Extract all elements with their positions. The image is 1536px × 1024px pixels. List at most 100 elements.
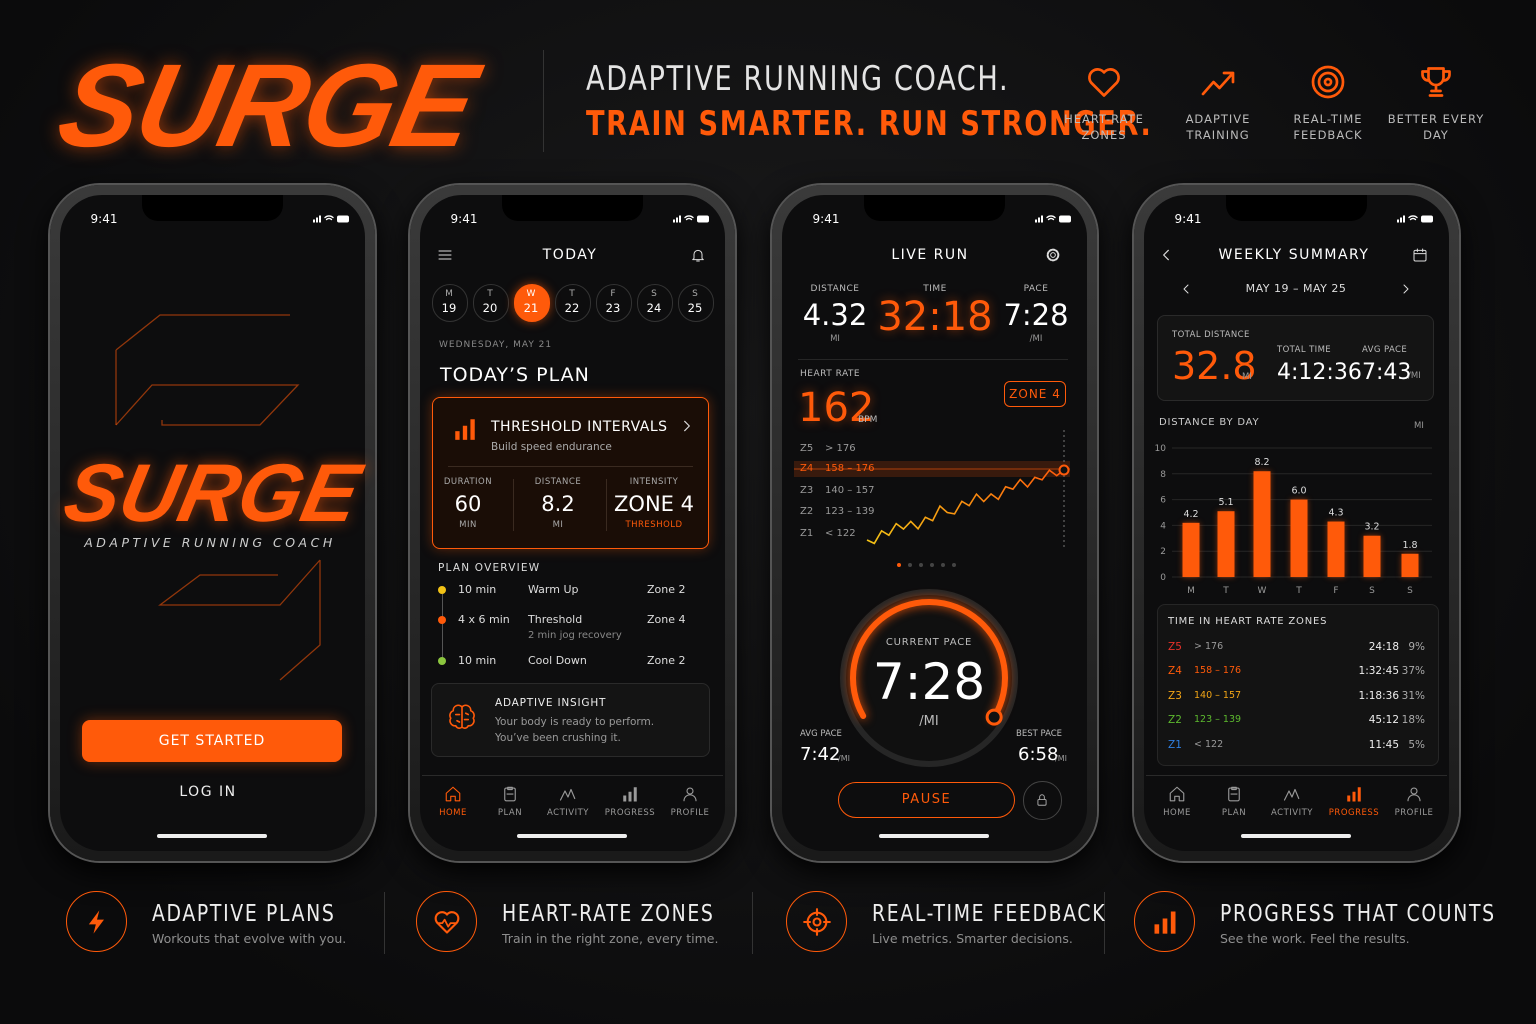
step-duration: 10 min xyxy=(458,654,497,667)
x-tick-label: F xyxy=(1333,586,1338,596)
summary-unit: /MI xyxy=(1408,371,1421,381)
gauge-track xyxy=(840,589,1018,767)
y-tick-label: 10 xyxy=(1155,444,1167,454)
zone-name: Z1 xyxy=(800,528,814,539)
heart-rate-unit: BPM xyxy=(858,415,878,425)
summary-label: TOTAL DISTANCE xyxy=(1172,330,1250,340)
x-tick-label: S xyxy=(1369,586,1375,596)
feature-icon xyxy=(1201,71,1235,96)
stat-value: ZONE 4 xyxy=(614,492,694,516)
step-name: Threshold xyxy=(528,613,583,626)
summary-value: 4:12:36 xyxy=(1277,360,1362,385)
day-weekday: T xyxy=(569,289,575,299)
nav-item[interactable]: PLAN xyxy=(1221,808,1247,818)
nav-item[interactable]: PROGRESS xyxy=(604,808,656,818)
metric-label: PACE xyxy=(1023,284,1049,294)
divider xyxy=(384,892,385,954)
day-date: 21 xyxy=(523,301,539,315)
bar-value-label: 6.0 xyxy=(1291,486,1306,497)
status-icons xyxy=(1397,215,1433,223)
day-chip[interactable] xyxy=(514,284,550,322)
day-chip[interactable] xyxy=(473,284,509,322)
insight-title: ADAPTIVE INSIGHT xyxy=(495,697,607,709)
day-date: 22 xyxy=(564,301,580,315)
summary-label: TOTAL TIME xyxy=(1277,345,1332,355)
day-chip[interactable] xyxy=(678,284,714,322)
workout-card[interactable] xyxy=(432,397,709,549)
pause-button[interactable]: PAUSE xyxy=(838,782,1015,818)
nav-item[interactable]: ACTIVITY xyxy=(1270,808,1313,818)
day-chip[interactable] xyxy=(555,284,591,322)
nav-item[interactable]: HOME xyxy=(439,808,467,818)
nav-divider xyxy=(422,775,723,776)
zone-badge: ZONE 4 xyxy=(1004,381,1066,407)
nav-item[interactable]: PROGRESS xyxy=(1328,808,1380,818)
y-tick-label: 2 xyxy=(1160,547,1166,557)
get-started-button[interactable]: GET STARTED xyxy=(82,720,342,762)
bar xyxy=(1363,535,1381,577)
zone-time: 1:32:45 xyxy=(1358,665,1399,677)
footer-text: See the work. Feel the results. xyxy=(1220,931,1410,946)
best-pace-label: BEST PACE xyxy=(1016,729,1063,739)
settings-icon xyxy=(1046,248,1060,262)
chart-title: DISTANCE BY DAY xyxy=(1159,417,1260,428)
notch xyxy=(502,195,643,221)
step-zone: Zone 2 xyxy=(647,654,686,667)
stat-value: 8.2 xyxy=(541,492,575,516)
nav-item[interactable]: ACTIVITY xyxy=(546,808,589,818)
chevron xyxy=(684,420,690,432)
nav-item[interactable]: PLAN xyxy=(497,808,523,818)
x-tick-label: W xyxy=(1258,586,1267,596)
summary-value: 7:43 xyxy=(1362,360,1412,385)
screen-title: WEEKLY SUMMARY xyxy=(1218,247,1370,263)
lock-button[interactable] xyxy=(1023,781,1062,820)
y-tick-label: 4 xyxy=(1160,521,1166,531)
menu-icon xyxy=(438,250,452,260)
stat-divider xyxy=(513,479,514,531)
stat-unit: THRESHOLD xyxy=(625,520,683,530)
day-weekday: T xyxy=(487,289,493,299)
day-chip[interactable] xyxy=(596,284,632,322)
status-time: 9:41 xyxy=(812,212,840,226)
day-chip[interactable] xyxy=(637,284,673,322)
y-tick-label: 6 xyxy=(1160,496,1166,506)
bar xyxy=(1217,511,1235,577)
footer-icon xyxy=(434,911,460,934)
notch xyxy=(142,195,283,221)
x-tick-label: T xyxy=(1222,586,1229,596)
nav-icon xyxy=(683,787,697,802)
nav-item[interactable]: PROFILE xyxy=(670,808,710,818)
step-dot xyxy=(438,586,446,594)
nav-item[interactable]: HOME xyxy=(1163,808,1191,818)
day-chip[interactable] xyxy=(432,284,468,322)
bar xyxy=(1253,471,1271,577)
avg-pace-unit: /MI xyxy=(838,754,850,763)
chart-unit: MI xyxy=(1414,421,1424,431)
card-divider xyxy=(448,466,693,467)
feature-icon xyxy=(1088,68,1120,97)
stat-label: INTENSITY xyxy=(629,477,679,487)
footer-text: Train in the right zone, every time. xyxy=(502,931,719,946)
footer-icon-ring xyxy=(1134,891,1195,952)
trace-end xyxy=(1058,464,1070,476)
footer-icon xyxy=(88,910,104,934)
feature-icon xyxy=(1311,65,1345,99)
avg-pace-value: 7:42 xyxy=(800,744,841,765)
zone-range: 158 – 176 xyxy=(825,463,875,474)
back-icon xyxy=(1163,249,1169,261)
step-duration: 10 min xyxy=(458,583,497,596)
week-range: MAY 19 – MAY 25 xyxy=(1245,282,1347,295)
log-in-button[interactable]: LOG IN xyxy=(179,784,237,800)
zone-time: 45:12 xyxy=(1368,714,1399,726)
nav-item[interactable]: PROFILE xyxy=(1394,808,1434,818)
status-icons xyxy=(313,215,349,223)
zone-range: 158 – 176 xyxy=(1194,665,1242,676)
zone-name: Z5 xyxy=(1168,641,1182,653)
step-duration: 4 x 6 min xyxy=(458,613,510,626)
home-indicator xyxy=(1241,834,1351,838)
stat-unit: MI xyxy=(552,520,564,530)
stat-label: DISTANCE xyxy=(534,477,582,487)
notch xyxy=(864,195,1005,221)
status-time: 9:41 xyxy=(90,212,118,226)
